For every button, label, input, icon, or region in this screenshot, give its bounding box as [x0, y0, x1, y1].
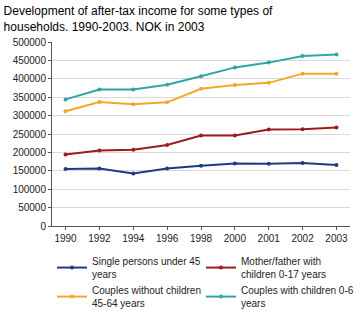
- svg-text:1994: 1994: [122, 233, 145, 244]
- svg-text:2003: 2003: [325, 233, 348, 244]
- svg-text:2002: 2002: [291, 233, 314, 244]
- svg-text:Mother/father withchildren 0-1: Mother/father withchildren 0-17 years: [241, 256, 326, 280]
- svg-text:50000: 50000: [18, 202, 46, 213]
- svg-text:500000: 500000: [13, 37, 47, 48]
- svg-text:300000: 300000: [13, 110, 47, 121]
- svg-text:1990: 1990: [54, 233, 77, 244]
- svg-text:Couples with children 0-6years: Couples with children 0-6years: [241, 285, 354, 309]
- svg-text:2001: 2001: [258, 233, 281, 244]
- svg-text:100000: 100000: [13, 184, 47, 195]
- svg-text:1996: 1996: [156, 233, 179, 244]
- svg-text:200000: 200000: [13, 147, 47, 158]
- svg-text:150000: 150000: [13, 165, 47, 176]
- svg-text:0: 0: [40, 221, 46, 232]
- svg-text:Single persons under 45years: Single persons under 45years: [92, 256, 201, 280]
- svg-text:250000: 250000: [13, 129, 47, 140]
- svg-text:2000: 2000: [224, 233, 247, 244]
- svg-text:1998: 1998: [190, 233, 213, 244]
- svg-text:400000: 400000: [13, 73, 47, 84]
- svg-text:Development of after-tax incom: Development of after-tax income for some…: [4, 4, 273, 34]
- svg-text:450000: 450000: [13, 55, 47, 66]
- svg-text:350000: 350000: [13, 92, 47, 103]
- svg-text:Couples without children45-64: Couples without children45-64 years: [92, 285, 201, 309]
- svg-text:1992: 1992: [88, 233, 111, 244]
